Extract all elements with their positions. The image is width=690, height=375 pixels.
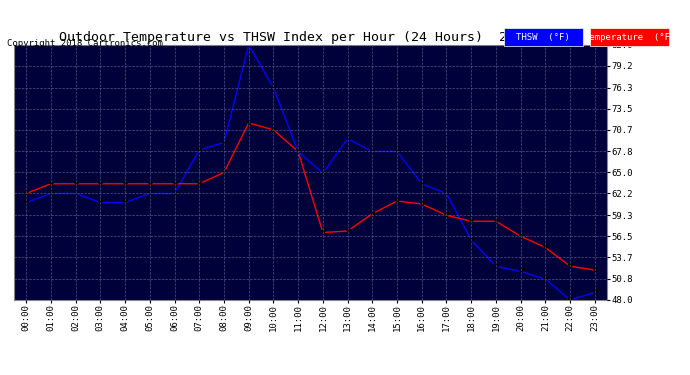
THSW  (°F) <box>220 140 228 145</box>
THSW  (°F) <box>22 200 30 205</box>
THSW  (°F) <box>467 238 475 242</box>
Temperature  (°F) <box>96 182 104 186</box>
THSW  (°F) <box>269 86 277 90</box>
THSW  (°F) <box>244 43 253 47</box>
FancyBboxPatch shape <box>504 28 583 46</box>
THSW  (°F) <box>72 191 80 196</box>
Temperature  (°F) <box>72 182 80 186</box>
Temperature  (°F) <box>170 182 179 186</box>
Temperature  (°F) <box>541 245 549 250</box>
Text: Copyright 2018 Cartronics.com: Copyright 2018 Cartronics.com <box>7 39 163 48</box>
Temperature  (°F) <box>121 182 129 186</box>
Temperature  (°F) <box>492 219 500 224</box>
THSW  (°F) <box>417 182 426 186</box>
THSW  (°F) <box>146 191 154 196</box>
THSW  (°F) <box>344 136 352 141</box>
Temperature  (°F) <box>146 182 154 186</box>
Line: THSW  (°F): THSW (°F) <box>23 43 598 302</box>
THSW  (°F) <box>442 191 451 196</box>
Temperature  (°F) <box>417 202 426 206</box>
THSW  (°F) <box>294 149 302 154</box>
Title: Outdoor Temperature vs THSW Index per Hour (24 Hours)  20180515: Outdoor Temperature vs THSW Index per Ho… <box>59 31 562 44</box>
THSW  (°F) <box>121 200 129 205</box>
THSW  (°F) <box>541 277 549 281</box>
Temperature  (°F) <box>195 182 204 186</box>
Temperature  (°F) <box>566 264 574 268</box>
Temperature  (°F) <box>393 199 401 203</box>
Temperature  (°F) <box>319 230 327 235</box>
Temperature  (°F) <box>591 268 599 272</box>
Temperature  (°F) <box>269 128 277 132</box>
THSW  (°F) <box>368 149 377 154</box>
Temperature  (°F) <box>244 121 253 125</box>
Temperature  (°F) <box>442 213 451 217</box>
THSW  (°F) <box>195 148 204 152</box>
THSW  (°F) <box>591 290 599 295</box>
FancyBboxPatch shape <box>590 28 669 46</box>
Temperature  (°F) <box>467 219 475 224</box>
THSW  (°F) <box>566 298 574 302</box>
Text: THSW  (°F): THSW (°F) <box>517 33 570 42</box>
Line: Temperature  (°F): Temperature (°F) <box>23 121 598 272</box>
Temperature  (°F) <box>368 211 377 216</box>
THSW  (°F) <box>319 171 327 176</box>
THSW  (°F) <box>47 191 55 196</box>
Temperature  (°F) <box>517 234 525 238</box>
Temperature  (°F) <box>47 182 55 186</box>
Temperature  (°F) <box>22 191 30 196</box>
THSW  (°F) <box>492 264 500 268</box>
THSW  (°F) <box>517 269 525 274</box>
Temperature  (°F) <box>294 149 302 154</box>
Temperature  (°F) <box>344 229 352 233</box>
THSW  (°F) <box>96 200 104 205</box>
THSW  (°F) <box>393 149 401 154</box>
THSW  (°F) <box>170 191 179 196</box>
Text: Temperature  (°F): Temperature (°F) <box>584 33 676 42</box>
Temperature  (°F) <box>220 170 228 175</box>
